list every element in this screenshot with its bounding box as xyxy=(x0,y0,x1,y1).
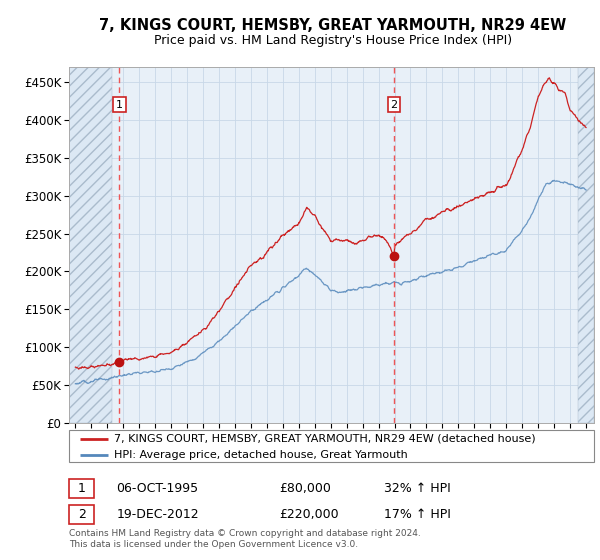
Text: 2: 2 xyxy=(391,100,398,110)
Text: 1: 1 xyxy=(77,482,86,496)
Text: HPI: Average price, detached house, Great Yarmouth: HPI: Average price, detached house, Grea… xyxy=(113,450,407,460)
Bar xyxy=(69,505,94,524)
Bar xyxy=(69,67,112,423)
Text: 17% ↑ HPI: 17% ↑ HPI xyxy=(384,508,451,521)
Bar xyxy=(69,479,94,498)
Text: 32% ↑ HPI: 32% ↑ HPI xyxy=(384,482,451,496)
Text: 1: 1 xyxy=(116,100,123,110)
Text: 7, KINGS COURT, HEMSBY, GREAT YARMOUTH, NR29 4EW (detached house): 7, KINGS COURT, HEMSBY, GREAT YARMOUTH, … xyxy=(113,433,535,444)
Text: Price paid vs. HM Land Registry's House Price Index (HPI): Price paid vs. HM Land Registry's House … xyxy=(154,34,512,47)
Text: £80,000: £80,000 xyxy=(279,482,331,496)
Bar xyxy=(578,67,594,423)
Text: 06-OCT-1995: 06-OCT-1995 xyxy=(116,482,199,496)
Text: £220,000: £220,000 xyxy=(279,508,338,521)
Text: 2: 2 xyxy=(77,508,86,521)
Text: 19-DEC-2012: 19-DEC-2012 xyxy=(116,508,199,521)
Text: Contains HM Land Registry data © Crown copyright and database right 2024.
This d: Contains HM Land Registry data © Crown c… xyxy=(69,529,421,549)
Text: 7, KINGS COURT, HEMSBY, GREAT YARMOUTH, NR29 4EW: 7, KINGS COURT, HEMSBY, GREAT YARMOUTH, … xyxy=(100,18,566,32)
